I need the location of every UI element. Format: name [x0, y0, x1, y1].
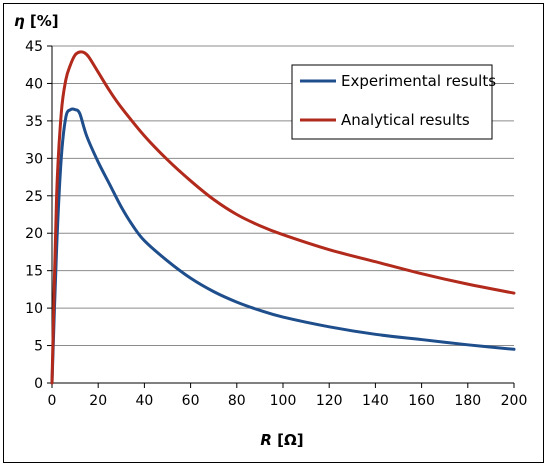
- y-tick-label: 15: [25, 264, 43, 280]
- x-tick-label: 180: [454, 393, 481, 409]
- series-line-experimental: [50, 107, 516, 385]
- y-tick-label: 35: [25, 114, 43, 130]
- x-tick-label: 40: [135, 393, 153, 409]
- y-tick-label: 20: [25, 226, 43, 242]
- y-axis-symbol: η: [14, 12, 25, 30]
- x-tick-label: 20: [89, 393, 107, 409]
- series-line-analytical: [50, 50, 516, 385]
- x-tick-label: 0: [48, 393, 57, 409]
- y-tick-label: 0: [34, 376, 43, 392]
- legend-box: [291, 64, 493, 140]
- x-tick-label: 80: [228, 393, 246, 409]
- x-tick-label: 160: [408, 393, 435, 409]
- y-tick-label: 30: [25, 151, 43, 167]
- y-tick-label: 40: [25, 76, 43, 92]
- y-tick-label: 25: [25, 189, 43, 205]
- y-axis-title: η [%]: [14, 12, 59, 30]
- y-tick-label: 10: [25, 301, 43, 317]
- legend-label-experimental: Experimental results: [341, 72, 496, 90]
- legend: Experimental results Analytical results: [291, 64, 496, 140]
- x-tick-label: 200: [501, 393, 528, 409]
- x-tick-label: 140: [362, 393, 389, 409]
- x-tick-label: 60: [182, 393, 200, 409]
- x-tick-label: 120: [316, 393, 343, 409]
- y-tick-label: 5: [34, 339, 43, 355]
- series-layer: [50, 50, 516, 385]
- x-axis-symbol: R: [260, 431, 272, 449]
- y-axis-unit: [%]: [25, 12, 59, 30]
- x-axis-title: R [Ω]: [260, 431, 303, 449]
- x-tick-label: 100: [270, 393, 297, 409]
- legend-label-analytical: Analytical results: [341, 111, 470, 129]
- tick-layer: 0 5 10 15 20 25 30 35 40 45 0 20 40 60 80 100 120 140 160 1…: [25, 39, 527, 409]
- y-tick-label: 45: [25, 39, 43, 55]
- x-axis-unit: [Ω]: [272, 431, 304, 449]
